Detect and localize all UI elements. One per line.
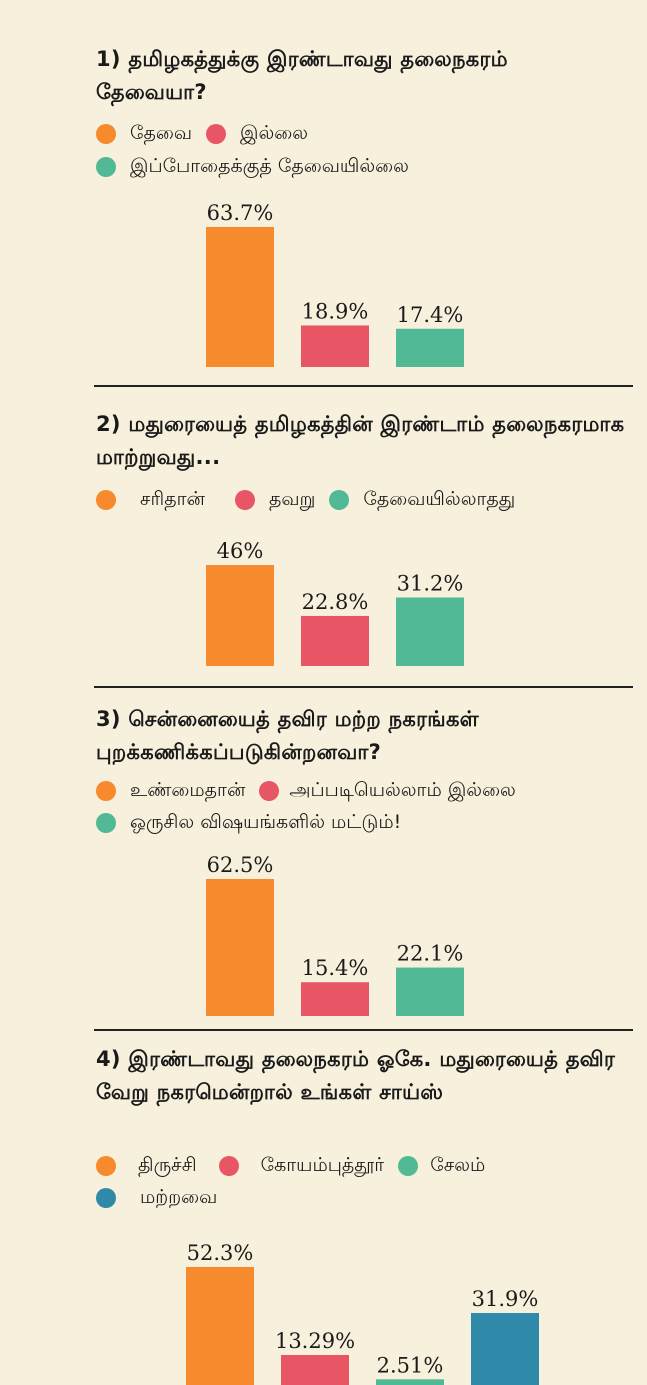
- legend-label: கோயம்புத்தூர்: [260, 1153, 385, 1176]
- bar-2: [301, 325, 369, 367]
- legend-label: இல்லை: [240, 121, 309, 144]
- data-label-1: 63.7%: [207, 201, 274, 225]
- legend-label: ஒருசில விஷயங்களில் மட்டும்!: [130, 810, 402, 833]
- legend-row-3a: உண்மைதான் அப்படியெல்லாம் இல்லை: [96, 776, 530, 806]
- legend-item: மற்றவை: [96, 1186, 217, 1211]
- legend-item: இல்லை: [206, 122, 308, 147]
- legend-label: தேவை: [130, 121, 193, 144]
- bar-1: [206, 879, 274, 1016]
- legend-item: அப்படியெல்லாம் இல்லை: [259, 778, 516, 804]
- bar-1: [206, 565, 274, 666]
- legend-row-2a: சரிதான் தவறு தேவையில்லாதது: [96, 485, 529, 515]
- section-divider: [94, 385, 633, 387]
- legend-row-1a: தேவை இல்லை: [96, 119, 322, 149]
- legend-dot: [96, 124, 116, 144]
- legend-row-4b: மற்றவை: [96, 1183, 231, 1213]
- legend-dot: [218, 1156, 239, 1176]
- legend-item: தேவை: [96, 122, 192, 147]
- legend-item: திருச்சி: [96, 1154, 197, 1179]
- data-label-1: 62.5%: [207, 853, 274, 877]
- data-label-4: 31.9%: [472, 1287, 539, 1311]
- legend-row-3b: ஒருசில விஷயங்களில் மட்டும்!: [96, 808, 415, 838]
- data-label-2: 18.9%: [302, 299, 369, 323]
- legend-item: தேவையில்லாதது: [329, 488, 515, 513]
- legend-item: சரிதான்: [96, 488, 205, 513]
- question-title-4: 4) இரண்டாவது தலைநகரம் ஓகே. மதுரையைத் தவி…: [96, 1047, 616, 1104]
- bar-2: [301, 615, 369, 666]
- legend-dot: [96, 1156, 116, 1176]
- bar-3: [396, 328, 464, 367]
- legend-dot: [329, 490, 350, 510]
- legend-dot: [259, 781, 280, 801]
- bar-2: [281, 1355, 349, 1385]
- bar-2: [301, 982, 369, 1016]
- legend-label: திருச்சி: [138, 1153, 197, 1176]
- data-label-2: 15.4%: [302, 956, 369, 980]
- legend-item: உண்மைதான்: [96, 779, 245, 804]
- legend-label: உண்மைதான்: [130, 778, 246, 801]
- bar-3: [376, 1379, 444, 1385]
- bar-1: [206, 227, 274, 367]
- data-label-3: 22.1%: [397, 942, 464, 966]
- legend-label: தேவையில்லாதது: [363, 487, 516, 510]
- bar-3: [396, 967, 464, 1016]
- question-title-2: 2) மதுரையைத் தமிழகத்தின் இரண்டாம் தலைநகர…: [96, 412, 625, 469]
- legend-dot: [96, 781, 116, 801]
- data-label-1: 52.3%: [187, 1241, 254, 1265]
- legend-label: சரிதான்: [140, 487, 205, 510]
- legend-dot: [96, 157, 116, 177]
- legend-label: அப்படியெல்லாம் இல்லை: [289, 778, 516, 801]
- legend-item: இப்போதைக்குத் தேவையில்லை: [96, 155, 409, 180]
- question-title-3: 3) சென்னையைத் தவிர மற்ற நகரங்கள் புறக்கண…: [96, 707, 479, 764]
- bar-chart-4: 52.3% 13.29% 2.51% 31.9%: [186, 1241, 539, 1385]
- legend-dot: [96, 490, 116, 510]
- legend-label: இப்போதைக்குத் தேவையில்லை: [130, 154, 409, 177]
- legend-label: தவறு: [268, 487, 316, 510]
- legend-label: மற்றவை: [140, 1185, 218, 1208]
- data-label-3: 2.51%: [377, 1353, 444, 1377]
- legend-item: ஒருசில விஷயங்களில் மட்டும்!: [96, 811, 401, 836]
- legend-dot: [398, 1156, 419, 1176]
- legend-dot: [96, 1188, 116, 1208]
- data-label-2: 22.8%: [302, 590, 369, 614]
- data-label-3: 31.2%: [397, 571, 464, 595]
- bar-3: [396, 597, 464, 666]
- bar-chart-2: 46% 22.8% 31.2%: [206, 539, 464, 666]
- legend-dot: [96, 813, 116, 833]
- legend-dot: [234, 490, 255, 510]
- bar-1: [186, 1267, 254, 1385]
- legend-dot: [206, 124, 227, 144]
- section-divider: [94, 1029, 633, 1031]
- data-label-3: 17.4%: [397, 303, 464, 327]
- bar-4: [471, 1313, 539, 1385]
- legend-row-1b: இப்போதைக்குத் தேவையில்லை: [96, 152, 423, 182]
- legend-label: சேலம்: [430, 1153, 486, 1176]
- legend-item: தவறு: [234, 487, 316, 513]
- legend-item: சேலம்: [398, 1154, 485, 1179]
- data-label-2: 13.29%: [275, 1329, 355, 1353]
- bar-chart-1: 63.7% 18.9% 17.4%: [206, 201, 464, 367]
- section-divider: [94, 686, 633, 688]
- legend-row-4a: திருச்சி கோயம்புத்தூர் சேலம்: [96, 1151, 499, 1181]
- bar-chart-3: 62.5% 15.4% 22.1%: [206, 853, 464, 1016]
- legend-item: கோயம்புத்தூர்: [218, 1153, 385, 1179]
- data-label-1: 46%: [217, 539, 264, 563]
- question-title-1: 1) தமிழகத்துக்கு இரண்டாவது தலைநகரம் தேவை…: [96, 47, 508, 104]
